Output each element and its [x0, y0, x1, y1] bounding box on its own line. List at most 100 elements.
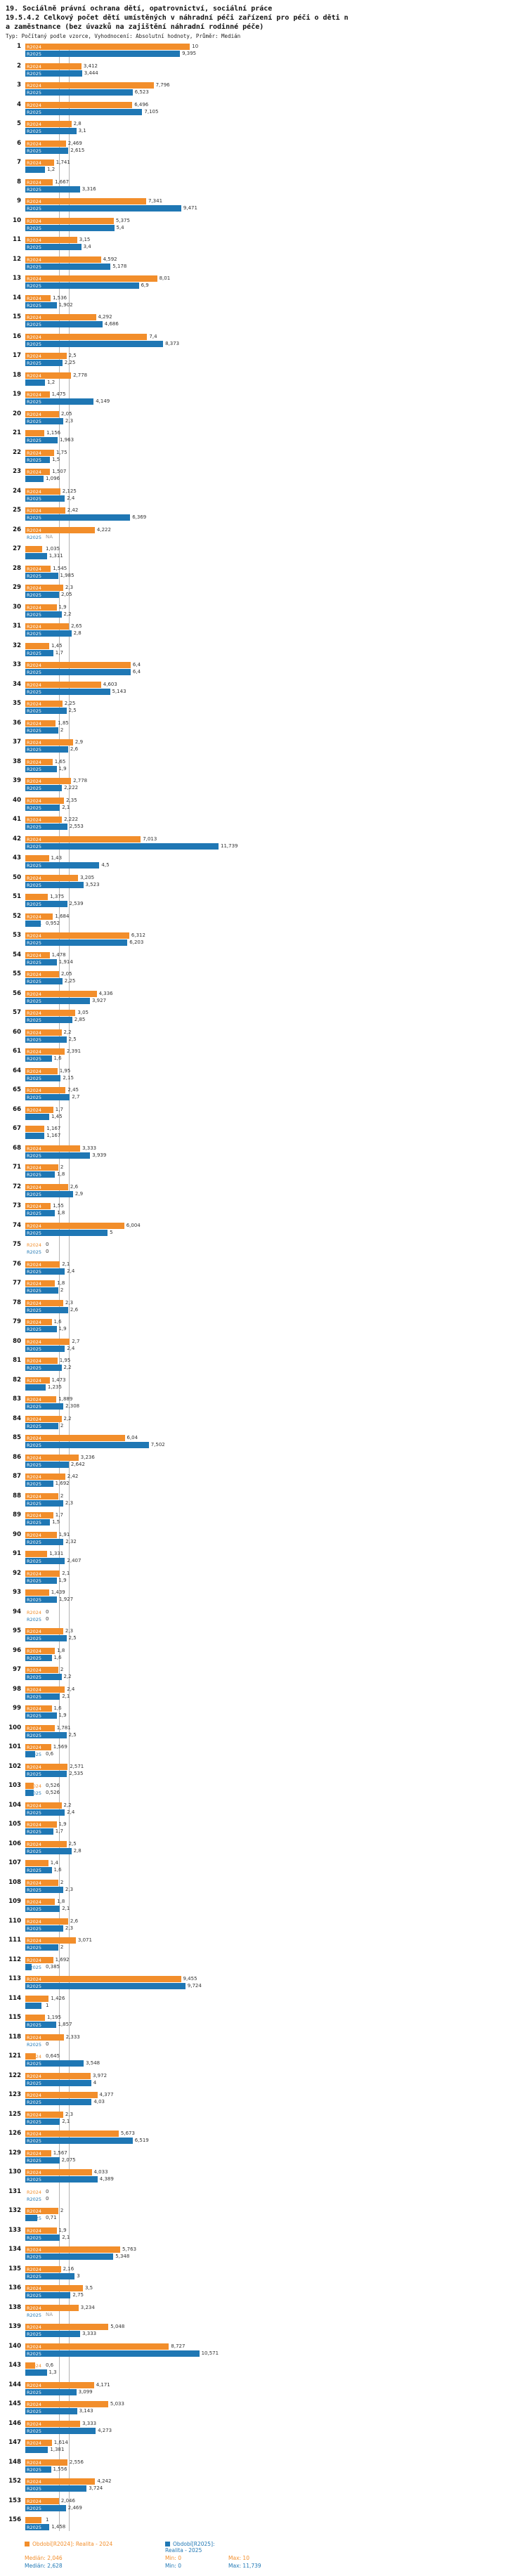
bar-r2025[interactable]	[25, 785, 63, 791]
bar-r2024[interactable]	[25, 565, 51, 572]
bar-r2025[interactable]	[25, 476, 44, 482]
bar-r2024[interactable]	[25, 2343, 169, 2350]
bar-r2024[interactable]	[25, 82, 154, 89]
bar-r2024[interactable]	[25, 797, 65, 804]
bar-r2025[interactable]	[25, 1017, 72, 1023]
bar-r2024[interactable]	[25, 546, 43, 552]
bar-r2025[interactable]	[25, 611, 62, 618]
bar-r2024[interactable]	[25, 160, 54, 166]
bar-r2024[interactable]	[25, 1338, 70, 1345]
bar-r2025[interactable]	[25, 2427, 96, 2434]
bar-r2025[interactable]	[25, 205, 181, 212]
bar-r2024[interactable]	[25, 1570, 60, 1577]
bar-r2025[interactable]	[25, 746, 68, 753]
bar-r2025[interactable]	[25, 630, 72, 637]
bar-r2025[interactable]	[25, 920, 41, 927]
bar-r2025[interactable]	[25, 1596, 58, 1603]
bar-r2025[interactable]	[25, 89, 133, 96]
bar-r2024[interactable]	[25, 1802, 62, 1809]
bar-r2025[interactable]	[25, 437, 58, 443]
bar-r2025[interactable]	[25, 1790, 34, 1796]
bar-r2024[interactable]	[25, 1183, 68, 1190]
bar-r2024[interactable]	[25, 2497, 59, 2504]
bar-r2024[interactable]	[25, 1203, 51, 1209]
bar-r2024[interactable]	[25, 1899, 56, 1905]
bar-r2024[interactable]	[25, 894, 48, 900]
bar-r2024[interactable]	[25, 526, 95, 533]
bar-r2025[interactable]	[25, 1809, 65, 1816]
bar-r2024[interactable]	[25, 1956, 53, 1963]
bar-r2025[interactable]	[25, 1171, 56, 1178]
bar-r2024[interactable]	[25, 1164, 58, 1171]
bar-r2025[interactable]	[25, 224, 115, 231]
bar-r2024[interactable]	[25, 1937, 76, 1944]
bar-r2025[interactable]	[25, 2447, 48, 2453]
bar-r2025[interactable]	[25, 2388, 77, 2395]
bar-r2024[interactable]	[25, 835, 141, 843]
bar-r2025[interactable]	[25, 824, 67, 830]
bar-r2025[interactable]	[25, 708, 67, 714]
bar-r2025[interactable]	[25, 765, 57, 772]
bar-r2024[interactable]	[25, 681, 101, 688]
bar-r2025[interactable]	[25, 1345, 65, 1352]
bar-r2024[interactable]	[25, 1067, 58, 1074]
bar-r2025[interactable]	[25, 321, 103, 327]
bar-r2025[interactable]	[25, 244, 82, 250]
bar-r2025[interactable]	[25, 1693, 60, 1700]
bar-r2025[interactable]	[25, 1925, 63, 1932]
bar-r2025[interactable]	[25, 649, 53, 656]
bar-r2024[interactable]	[25, 1280, 56, 1287]
bar-r2024[interactable]	[25, 237, 77, 243]
bar-r2025[interactable]	[25, 398, 94, 405]
bar-r2024[interactable]	[25, 1686, 65, 1693]
bar-r2024[interactable]	[25, 488, 60, 495]
bar-r2025[interactable]	[25, 1461, 69, 1468]
bar-r2025[interactable]	[25, 1365, 62, 1371]
bar-r2024[interactable]	[25, 2092, 98, 2098]
bar-r2025[interactable]	[25, 1055, 52, 1062]
bar-r2025[interactable]	[25, 2002, 42, 2009]
bar-r2024[interactable]	[25, 430, 45, 436]
bar-r2024[interactable]	[25, 1531, 57, 1538]
bar-r2024[interactable]	[25, 971, 59, 977]
bar-r2025[interactable]	[25, 1074, 61, 1081]
bar-r2024[interactable]	[25, 1589, 49, 1596]
bar-r2024[interactable]	[25, 1647, 56, 1654]
bar-r2025[interactable]	[25, 340, 164, 347]
bar-r2024[interactable]	[25, 2420, 81, 2427]
bar-r2025[interactable]	[25, 301, 57, 308]
bar-r2025[interactable]	[25, 514, 131, 521]
bar-r2024[interactable]	[25, 2478, 96, 2485]
bar-r2025[interactable]	[25, 495, 65, 502]
bar-r2024[interactable]	[25, 2381, 94, 2388]
bar-r2024[interactable]	[25, 623, 70, 630]
bar-r2025[interactable]	[25, 70, 82, 77]
bar-r2025[interactable]	[25, 978, 63, 984]
bar-r2025[interactable]	[25, 1867, 52, 1873]
bar-r2024[interactable]	[25, 2440, 52, 2446]
bar-r2024[interactable]	[25, 642, 49, 649]
bar-r2025[interactable]	[25, 1751, 36, 1757]
bar-r2024[interactable]	[25, 720, 56, 727]
bar-r2025[interactable]	[25, 379, 46, 386]
bar-r2025[interactable]	[25, 592, 59, 598]
bar-r2024[interactable]	[25, 2459, 67, 2466]
bar-r2024[interactable]	[25, 178, 53, 186]
bar-r2024[interactable]	[25, 121, 72, 127]
bar-r2025[interactable]	[25, 1906, 60, 1912]
bar-r2024[interactable]	[25, 1724, 55, 1731]
bar-r2024[interactable]	[25, 951, 50, 958]
bar-r2025[interactable]	[25, 167, 46, 173]
bar-r2024[interactable]	[25, 2227, 57, 2234]
bar-r2025[interactable]	[25, 2466, 51, 2473]
bar-r2024[interactable]	[25, 2401, 108, 2407]
bar-r2024[interactable]	[25, 1145, 81, 1152]
bar-r2025[interactable]	[25, 2215, 37, 2221]
bar-r2024[interactable]	[25, 1454, 79, 1461]
bar-r2024[interactable]	[25, 1126, 45, 1132]
bar-r2025[interactable]	[25, 263, 111, 270]
bar-r2024[interactable]	[25, 1763, 68, 1770]
bar-r2025[interactable]	[25, 2485, 87, 2492]
bar-r2025[interactable]	[25, 1210, 56, 1216]
bar-r2024[interactable]	[25, 2324, 109, 2330]
